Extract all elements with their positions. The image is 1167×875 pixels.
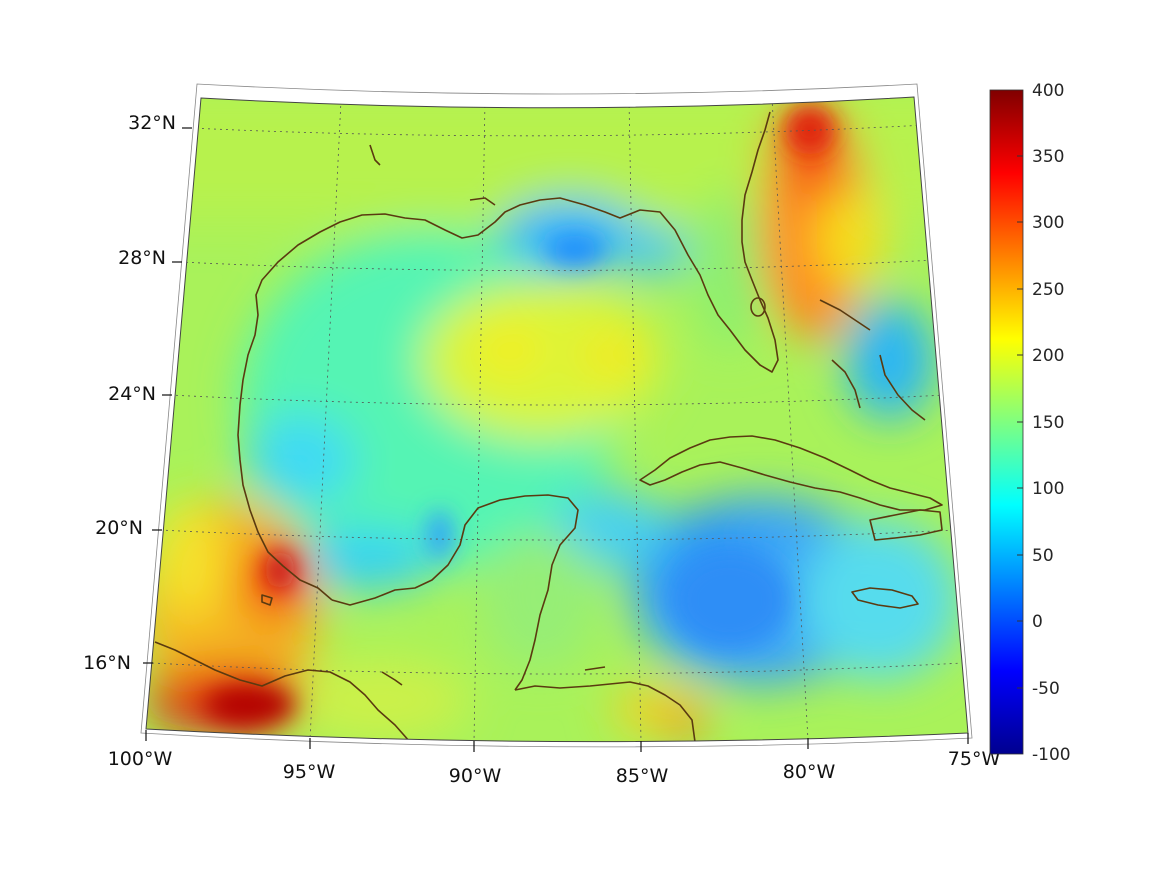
lon-label: 85°W	[616, 765, 669, 787]
colorbar-label: 400	[1032, 81, 1064, 101]
colorbar-label: 50	[1032, 546, 1054, 566]
colorbar-label: 100	[1032, 479, 1064, 499]
lat-label: 32°N	[128, 112, 176, 134]
map-frame	[145, 96, 969, 743]
colorbar-label: 150	[1032, 413, 1064, 433]
graticule	[151, 97, 963, 742]
map-frame-outer	[140, 83, 973, 748]
lon-label: 95°W	[283, 761, 336, 783]
lon-label: 90°W	[449, 765, 502, 787]
lat-label: 28°N	[118, 247, 166, 269]
lon-label: 100°W	[108, 748, 173, 770]
colorbar-label: 0	[1032, 612, 1043, 632]
axis-ticks	[143, 127, 969, 752]
lon-label: 75°W	[948, 748, 1001, 770]
lat-label: 16°N	[83, 652, 131, 674]
colorbar-label: -50	[1032, 679, 1060, 699]
colorbar-label: 350	[1032, 147, 1064, 167]
map-field	[146, 97, 968, 742]
lon-labels: 100°W 95°W 90°W 85°W 80°W 75°W	[108, 748, 1001, 787]
lon-label: 80°W	[783, 761, 836, 783]
colorbar: 400 350 300 250 200 150 100 50 0 -50 -10…	[989, 81, 1071, 765]
lat-labels: 32°N 28°N 24°N 20°N 16°N	[83, 112, 176, 674]
colorbar-label: 300	[1032, 213, 1064, 233]
lat-label: 20°N	[95, 517, 143, 539]
colorbar-label: 200	[1032, 346, 1064, 366]
colorbar-label: 250	[1032, 280, 1064, 300]
coastlines	[154, 111, 943, 742]
colorbar-label: -100	[1032, 745, 1071, 765]
lat-label: 24°N	[108, 383, 156, 405]
